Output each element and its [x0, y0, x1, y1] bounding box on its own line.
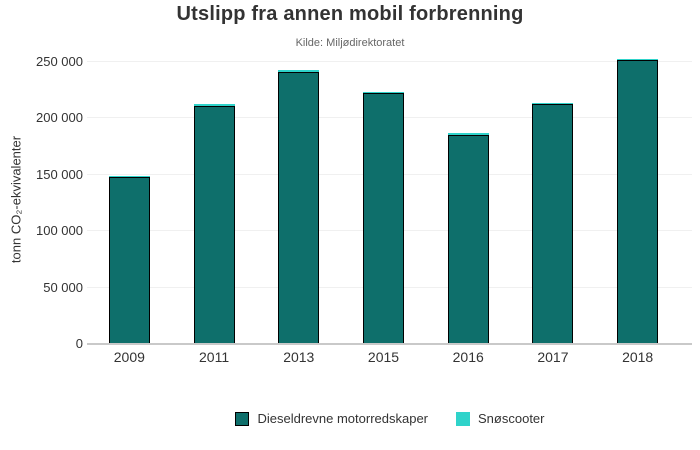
y-tick-label-0: 0	[75, 336, 83, 351]
bar-2013[interactable]	[278, 70, 320, 344]
bar-2018[interactable]	[617, 58, 659, 344]
legend-label-diesel: Dieseldrevne motorredskaper	[257, 411, 429, 426]
bar-2017[interactable]	[532, 102, 574, 344]
bar-segment-snoscooter-2017[interactable]	[532, 102, 574, 105]
x-tick-label-2015: 2015	[367, 349, 400, 365]
bar-segment-diesel-2015[interactable]	[363, 93, 404, 344]
x-tick-label-2018: 2018	[622, 349, 654, 365]
bar-2011[interactable]	[193, 104, 235, 344]
bar-segment-snoscooter-2015[interactable]	[363, 91, 404, 94]
plot-area	[87, 58, 692, 344]
legend-swatch-diesel-icon	[235, 411, 250, 426]
bar-segment-diesel-2018[interactable]	[617, 60, 659, 344]
x-tick-label-2009: 2009	[113, 349, 145, 365]
bar-segment-snoscooter-2018[interactable]	[617, 58, 659, 61]
bar-2016[interactable]	[447, 133, 489, 344]
bar-segment-diesel-2017[interactable]	[532, 104, 574, 344]
bar-segment-diesel-2016[interactable]	[447, 134, 489, 344]
bar-segment-snoscooter-2009[interactable]	[108, 175, 150, 178]
y-tick-label-100000: 100 000	[36, 223, 83, 239]
y-tick-label-50000: 50 000	[43, 279, 83, 295]
chart-title: Utslipp fra annen mobil forbrenning	[176, 3, 524, 25]
y-axis-label: tonn CO₂-ekvivalenter	[8, 135, 24, 264]
x-tick-label-2017: 2017	[537, 349, 569, 365]
bar-2015[interactable]	[363, 91, 404, 344]
legend-swatch-snoscooter-icon	[456, 411, 471, 426]
x-tick-label-2011: 2011	[199, 349, 230, 365]
y-tick-label-250000: 250 000	[36, 54, 83, 69]
bar-segment-diesel-2009[interactable]	[108, 177, 150, 344]
x-tick-label-2013: 2013	[283, 349, 315, 365]
legend-item-snoscooter[interactable]: Snøscooter	[456, 411, 545, 426]
legend: Dieseldrevne motorredskaper Snøscooter	[0, 411, 700, 426]
bar-segment-diesel-2011[interactable]	[193, 106, 235, 344]
x-tick-label-2016: 2016	[452, 349, 484, 365]
x-axis-line	[87, 343, 692, 345]
y-tick-label-200000: 200 000	[36, 110, 83, 126]
chart-subtitle: Kilde: Miljødirektoratet	[295, 37, 405, 49]
y-tick-label-150000: 150 000	[36, 166, 83, 182]
legend-label-snoscooter: Snøscooter	[478, 411, 545, 426]
bar-segment-diesel-2013[interactable]	[278, 72, 320, 344]
gridline-250000	[87, 61, 692, 62]
legend-item-dieseldrevne-motorredskaper[interactable]: Dieseldrevne motorredskaper	[235, 411, 428, 426]
bar-segment-snoscooter-2011[interactable]	[193, 104, 235, 106]
bar-2009[interactable]	[108, 175, 150, 344]
bar-segment-snoscooter-2013[interactable]	[278, 70, 320, 73]
bar-segment-snoscooter-2016[interactable]	[447, 133, 489, 135]
